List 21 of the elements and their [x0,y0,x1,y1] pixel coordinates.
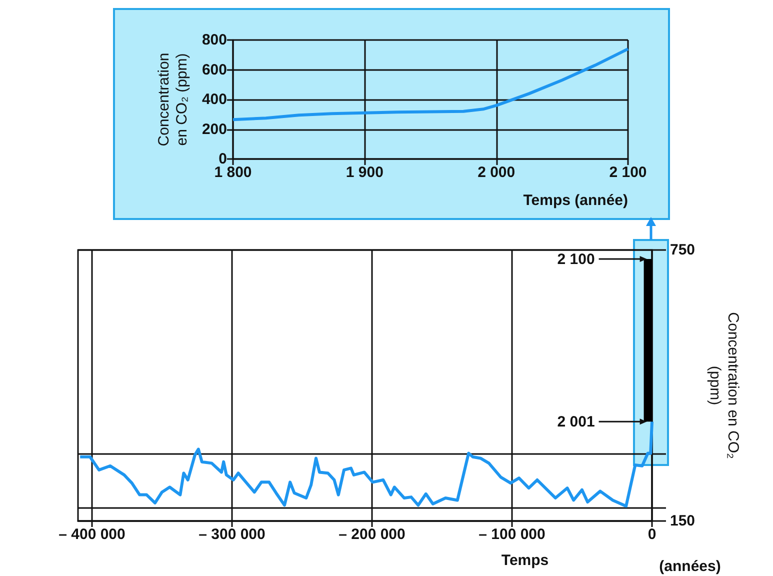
x-tick-label: – 200 000 [338,526,406,543]
x-tick-label: 0 [648,526,656,543]
x-tick-label: – 100 000 [478,526,546,543]
annotation: 2 100 [557,251,595,268]
x-axis-title: Temps (année) [523,192,628,209]
x-tick-label: 1 900 [346,164,384,181]
y-tick-label: 800 [202,32,227,48]
y-axis-title: Concentration en CO₂ (ppm) [706,312,742,460]
x-axis-title: Temps [501,552,549,569]
x-tick-label: 2 000 [478,164,516,181]
y-tick-label: 200 [202,120,227,138]
y-axis-title: Concentration en CO₂ (ppm) [156,52,191,146]
y-tick-label: 400 [202,91,227,108]
annotation: 2 001 [557,414,595,431]
y-tick-label: 600 [202,61,227,78]
x-tick-label: – 300 000 [198,526,266,543]
y-tick-label: 750 [670,242,696,258]
y-tick-label: 150 [670,512,696,530]
x-tick-label: – 400 000 [58,526,126,543]
text: (années) [659,558,721,575]
x-tick-label: 2 100 [609,164,647,181]
